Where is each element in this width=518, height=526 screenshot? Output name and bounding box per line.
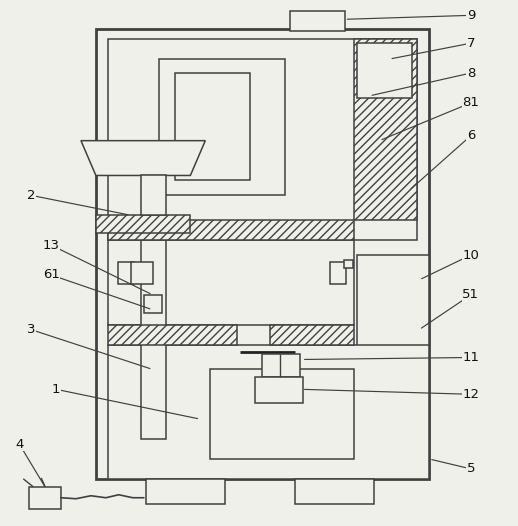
Bar <box>108 39 417 240</box>
Bar <box>357 43 412 98</box>
Bar <box>108 325 237 345</box>
Polygon shape <box>81 140 205 176</box>
Text: 5: 5 <box>467 462 475 476</box>
Text: 10: 10 <box>463 249 479 261</box>
Bar <box>141 240 166 439</box>
Bar <box>108 240 354 325</box>
Text: 2: 2 <box>27 189 35 202</box>
Bar <box>270 325 354 345</box>
Text: 12: 12 <box>463 388 479 401</box>
Bar <box>290 12 344 31</box>
Bar <box>295 479 375 504</box>
Bar <box>141 176 166 215</box>
Text: 4: 4 <box>15 438 23 451</box>
Text: 81: 81 <box>463 96 479 109</box>
Text: 9: 9 <box>467 9 475 22</box>
Bar <box>343 260 353 268</box>
Bar <box>262 353 300 377</box>
Bar <box>210 369 354 459</box>
Bar <box>29 487 61 509</box>
Bar <box>329 262 346 284</box>
Bar <box>159 59 285 195</box>
Text: 7: 7 <box>467 37 475 49</box>
Bar <box>146 479 225 504</box>
Bar <box>143 295 162 313</box>
Text: 8: 8 <box>467 66 475 79</box>
Bar <box>96 29 429 479</box>
Bar <box>131 262 153 284</box>
Text: 11: 11 <box>463 351 479 364</box>
Bar <box>255 377 303 403</box>
Bar <box>96 215 191 233</box>
Text: 1: 1 <box>52 383 60 396</box>
Bar <box>108 220 354 240</box>
Bar <box>108 345 429 479</box>
Bar <box>357 255 429 394</box>
Text: 3: 3 <box>27 323 35 336</box>
Bar <box>176 73 250 180</box>
Bar <box>354 39 417 220</box>
Text: 51: 51 <box>463 288 479 301</box>
Text: 61: 61 <box>42 268 60 281</box>
Bar <box>118 262 134 284</box>
Text: 6: 6 <box>467 129 475 142</box>
Text: 13: 13 <box>42 239 60 251</box>
